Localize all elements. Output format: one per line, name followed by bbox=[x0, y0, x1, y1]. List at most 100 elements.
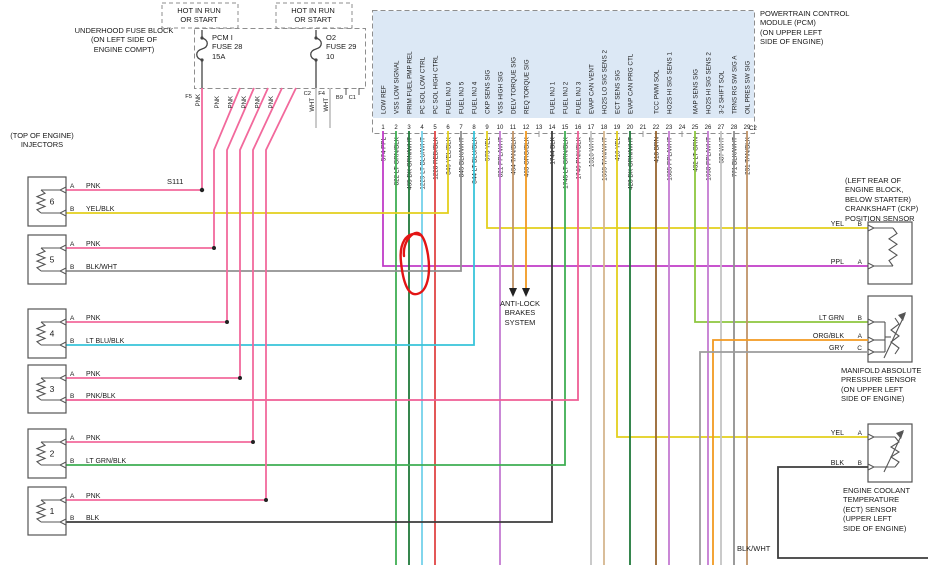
map-low-ref-wire bbox=[699, 351, 868, 565]
pcm-pin-wire bbox=[694, 131, 868, 323]
fuse-29-label: O2 FUSE 29 10 bbox=[326, 33, 357, 61]
wire-id-label: 463 ORG/BLK bbox=[524, 136, 531, 177]
abs-system-label: ANTI-LOCK BRAKES SYSTEM bbox=[499, 299, 540, 327]
terminal-chevron bbox=[58, 396, 67, 404]
wire-id-label: 1746 PNK/BLK bbox=[576, 136, 583, 179]
pcm-box-fill bbox=[373, 11, 754, 118]
pcm-pin-number: 27 bbox=[718, 125, 725, 131]
pcm-pin-function-label: REQ TORQUE SIG bbox=[524, 59, 531, 114]
injector-number: 2 bbox=[50, 449, 55, 459]
injector-terminal-letter: A bbox=[70, 493, 75, 500]
pcm-pin-number: 1 bbox=[381, 125, 385, 131]
pcm-pin-number: 21 bbox=[640, 125, 647, 131]
pcm-pin-number: 28 bbox=[731, 125, 738, 131]
terminal-chevron bbox=[58, 186, 67, 194]
pcm-pin-number: 15 bbox=[562, 125, 569, 131]
pcm-pin-function-label: MAP SENS SIG bbox=[693, 69, 700, 114]
injector-box bbox=[27, 428, 67, 479]
ect-arrow-head bbox=[896, 430, 904, 439]
fuse-symbol bbox=[196, 30, 208, 88]
pcm-pin-function-label: FUEL INJ 4 bbox=[472, 81, 479, 114]
injector-feed-wire bbox=[66, 87, 283, 443]
injector-wire-color-label: LT BLU/BLK bbox=[86, 338, 125, 345]
splice-label: S111 bbox=[167, 177, 184, 186]
abs-arrow bbox=[509, 288, 517, 297]
injector-box bbox=[27, 176, 67, 227]
wire-id-label: 771 BLK/WHT bbox=[732, 137, 739, 177]
ckp-sensor-box bbox=[867, 221, 913, 285]
wire-id-label: 846 YEL/BLK bbox=[446, 136, 453, 174]
injector-wire-color-label: PNK bbox=[86, 315, 101, 322]
fuse-output-pin-label: F4 bbox=[318, 91, 326, 97]
injector-feed-wire bbox=[66, 87, 269, 379]
hot-in-run-label-left: HOT IN RUN OR START bbox=[177, 6, 221, 25]
ckp-sensor-wire-color-label: YEL bbox=[831, 221, 844, 228]
wire-id-label: 464 TAN/BLK bbox=[511, 136, 518, 175]
injector-box bbox=[27, 234, 67, 285]
ckp-coil-symbol bbox=[888, 227, 898, 267]
pcm-pin-wire bbox=[382, 131, 868, 267]
wire-id-label: 844 LT BLU/BLK bbox=[472, 136, 479, 183]
injector-terminal-letter: B bbox=[70, 206, 74, 213]
injector-terminal-letter: B bbox=[70, 515, 74, 522]
pcm-pin-number: 6 bbox=[446, 125, 450, 131]
pcm-pin-number: 7 bbox=[459, 125, 463, 131]
wire-color-label: WHT bbox=[310, 98, 316, 112]
pcm-pin-number: 4 bbox=[420, 125, 424, 131]
injector-terminal-letter: B bbox=[70, 458, 74, 465]
wire-id-label: 1669 TAN/WHT bbox=[602, 137, 609, 181]
fuse-output-pin-label: C1 bbox=[349, 95, 356, 101]
wire-id-label: 418 BRN bbox=[654, 137, 661, 163]
wire-id-label: 687 WHT bbox=[719, 137, 726, 164]
terminal-chevron bbox=[58, 209, 67, 217]
map-sensor-wire-color-label: ORG/BLK bbox=[813, 333, 844, 340]
terminal-chevron bbox=[58, 318, 67, 326]
injector-wire-color-label: PNK/BLK bbox=[86, 393, 116, 400]
ect-sensor-title: ENGINE COOLANT TEMPERATURE (ECT) SENSOR … bbox=[843, 486, 911, 533]
pcm-pin-function-label: PRIM FUEL PMP REL bbox=[407, 51, 414, 114]
injector-terminal-letter: A bbox=[70, 315, 75, 322]
map-sensor-terminal-letter: C bbox=[857, 345, 862, 352]
wire-id-label: 1685 PPL/WHT bbox=[667, 137, 674, 181]
map-arrow-line bbox=[883, 313, 906, 359]
injector-coil-symbol bbox=[35, 499, 47, 523]
wire-id-label: 1310 WHT bbox=[589, 137, 596, 167]
injector-wire-color-label: YEL/BLK bbox=[86, 206, 115, 213]
junction-dot bbox=[212, 246, 216, 250]
junction-dot bbox=[251, 440, 255, 444]
terminal-chevron bbox=[58, 461, 67, 469]
pcm-pin-function-label: FUEL INJ 3 bbox=[576, 81, 583, 114]
ckp-sensor-terminal-letter: A bbox=[858, 259, 863, 266]
pcm-pin-number: 26 bbox=[705, 125, 712, 131]
injector-box bbox=[27, 364, 67, 414]
injector-coil-symbol bbox=[35, 189, 47, 214]
ect-sensor-wire-color-label: BLK bbox=[831, 460, 845, 467]
ckp-sensor-terminal-letter: B bbox=[858, 221, 862, 228]
pcm-pin-function-label: FUEL INJ 5 bbox=[459, 81, 466, 114]
wire-id-label: 821 PPL/WHT bbox=[498, 137, 505, 177]
fuse-output-pin-label: F5 bbox=[185, 94, 192, 100]
pcm-pin-number: 3 bbox=[407, 125, 411, 131]
injectors-header: (TOP OF ENGINE) INJECTORS bbox=[10, 131, 74, 150]
wire-id-label: 1229 LT BLU/WHT bbox=[420, 137, 427, 190]
wire-color-label: PNK bbox=[242, 96, 248, 108]
injector-wire-color-label: BLK bbox=[86, 515, 100, 522]
ckp-sensor-title: (LEFT REAR OF ENGINE BLOCK, BELOW STARTE… bbox=[845, 176, 919, 223]
injector-wire-color-label: PNK bbox=[86, 371, 101, 378]
pcm-pin-number: 23 bbox=[666, 125, 673, 131]
injector-number: 4 bbox=[50, 329, 55, 339]
pcm-pin-wire bbox=[66, 131, 553, 523]
fuse-terminal bbox=[314, 58, 318, 62]
pcm-pin-number: 22 bbox=[653, 125, 660, 131]
wire-id-label: 1745 LT GRN/BLK bbox=[563, 136, 570, 189]
pcm-pin-wire bbox=[66, 131, 449, 214]
injector-box bbox=[27, 486, 67, 536]
pcm-pin-function-label: FUEL INJ 1 bbox=[550, 81, 557, 114]
injector-coil-symbol bbox=[35, 321, 47, 346]
injector-terminal-letter: B bbox=[70, 338, 74, 345]
pcm-pin-function-label: FUEL INJ 2 bbox=[563, 81, 570, 114]
pcm-pin-wire bbox=[616, 131, 868, 438]
injector-terminal-letter: A bbox=[70, 183, 75, 190]
pcm-pin-function-label: FUEL INJ 6 bbox=[446, 81, 453, 114]
terminal-chevron bbox=[58, 267, 67, 275]
